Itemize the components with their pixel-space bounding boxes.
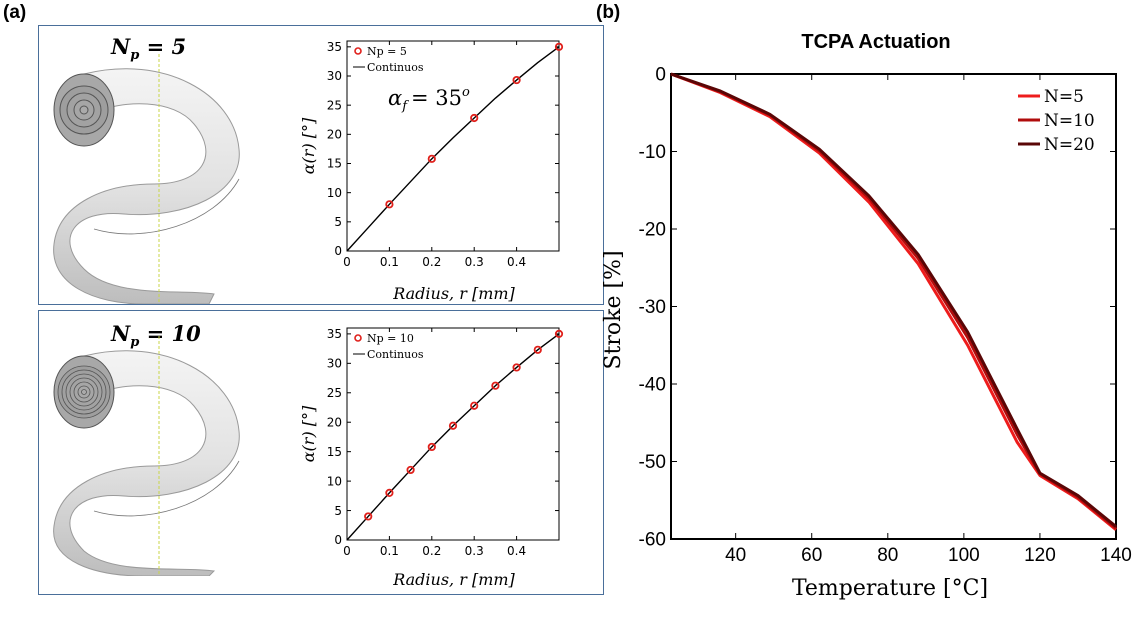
y-tick-label: 15 bbox=[327, 157, 342, 171]
chart-np10-ylabel: α(r) [°] bbox=[299, 405, 318, 462]
y-tick-label: 30 bbox=[327, 69, 342, 83]
chart-tcpa: TCPA Actuation Temperature [°C] Stroke [… bbox=[601, 31, 988, 601]
data-point-np=5 bbox=[427, 154, 436, 163]
y-tick-label: 15 bbox=[327, 445, 342, 459]
alpha_np10-axes-frame bbox=[346, 327, 560, 541]
y-tick-label: 5 bbox=[334, 215, 342, 229]
tcpa_actuation-plot: 40 60 80 100 120 140 0 -10 -20 -30 -40 -50 -60 N=5 N=1… bbox=[639, 65, 1132, 566]
y-tick-label: 10 bbox=[327, 186, 342, 200]
chart-np5: Radius, r [mm] α(r) [°] αf = 35o bbox=[299, 85, 516, 303]
legend-label-n5: N=5 bbox=[1044, 87, 1084, 107]
data-point-np=10 bbox=[406, 465, 415, 475]
chart-tcpa-xlabel: Temperature [°C] bbox=[792, 576, 988, 601]
y-tick-label: 0 bbox=[655, 65, 666, 86]
legend-label-np: Np = 5 bbox=[367, 45, 407, 58]
y-tick-label: 10 bbox=[327, 474, 342, 488]
chart-tcpa-title: TCPA Actuation bbox=[801, 31, 950, 53]
data-point-np=5 bbox=[385, 200, 394, 209]
y-tick-label: 20 bbox=[327, 415, 342, 429]
x-tick-label: 0 bbox=[343, 255, 351, 269]
data-point-np=10 bbox=[554, 329, 564, 338]
y-tick-label: 0 bbox=[334, 533, 342, 547]
x-tick-label: 40 bbox=[725, 545, 746, 566]
x-tick-label: 0.2 bbox=[422, 255, 441, 269]
helix-illustration-np5 bbox=[53, 54, 240, 304]
x-tick-label: 0.1 bbox=[380, 544, 399, 558]
y-tick-label: -10 bbox=[639, 142, 666, 163]
data-point-np=10 bbox=[427, 442, 436, 452]
data-point-np=5 bbox=[512, 75, 521, 85]
y-tick-label: -40 bbox=[639, 375, 666, 396]
legend-marker-np bbox=[354, 47, 362, 55]
alpha-f-annotation: αf = 35o bbox=[388, 85, 470, 114]
data-point-np=10 bbox=[448, 421, 458, 430]
x-tick-label: 140 bbox=[1100, 545, 1132, 566]
alpha_np5-plot: 0 0.1 0.2 0.3 0.4 0 5 10 15 20 25 30 35 Np = 5 Continu… bbox=[327, 40, 564, 269]
chart-tcpa-ylabel: Stroke [%] bbox=[601, 250, 626, 369]
x-tick-label: 0.4 bbox=[507, 255, 526, 269]
y-tick-label: 35 bbox=[327, 40, 342, 54]
y-tick-label: 30 bbox=[327, 357, 342, 371]
legend-label-n20: N=20 bbox=[1044, 135, 1095, 155]
x-tick-label: 100 bbox=[948, 545, 980, 566]
x-tick-label: 0.3 bbox=[465, 544, 484, 558]
helix-illustration-np10 bbox=[53, 336, 240, 576]
data-point-np=10 bbox=[512, 363, 521, 372]
y-tick-label: -30 bbox=[639, 297, 666, 318]
series-line-continuos bbox=[346, 46, 560, 252]
data-point-np=10 bbox=[491, 381, 500, 390]
x-tick-label: 80 bbox=[877, 545, 898, 566]
x-tick-label: 60 bbox=[801, 545, 822, 566]
y-tick-label: 20 bbox=[327, 128, 342, 142]
legend-label-np: Np = 10 bbox=[367, 332, 414, 345]
y-tick-label: 25 bbox=[327, 98, 342, 112]
subpanel-np10: Np = 10 bbox=[38, 310, 604, 595]
y-tick-label: 0 bbox=[334, 244, 342, 258]
y-tick-label: -50 bbox=[639, 452, 666, 473]
alpha_np10-plot: 0 0.1 0.2 0.3 0.4 0 5 10 15 20 25 30 35 Np = 10 Contin… bbox=[327, 327, 564, 558]
legend-label-continuos: Continuos bbox=[367, 61, 424, 74]
chart-np10-xlabel: Radius, r [mm] bbox=[392, 570, 515, 589]
data-point-np=10 bbox=[364, 512, 373, 521]
x-tick-label: 0.4 bbox=[507, 544, 526, 558]
legend-label-n10: N=10 bbox=[1044, 111, 1095, 131]
np10-title: Np = 10 bbox=[111, 321, 201, 351]
data-point-np=5 bbox=[554, 42, 564, 51]
panel-label-a: (a) bbox=[3, 2, 27, 23]
chart-np5-ylabel: α(r) [°] bbox=[299, 117, 318, 174]
chart-np10: Radius, r [mm] α(r) [°] bbox=[299, 405, 516, 589]
x-tick-label: 0 bbox=[343, 544, 351, 558]
x-tick-label: 0.3 bbox=[465, 255, 484, 269]
y-tick-label: -60 bbox=[639, 530, 666, 551]
x-tick-label: 0.2 bbox=[422, 544, 441, 558]
y-tick-label: 25 bbox=[327, 386, 342, 400]
y-tick-label: 35 bbox=[327, 327, 342, 341]
series-line-n20 bbox=[670, 72, 1117, 528]
np5-title: Np = 5 bbox=[111, 34, 187, 64]
data-point-np=10 bbox=[470, 401, 479, 410]
subpanel-np5: Np = 5 bbox=[38, 25, 604, 305]
x-tick-label: 0.1 bbox=[380, 255, 399, 269]
data-point-np=5 bbox=[470, 113, 479, 123]
panel-label-b: (b) bbox=[596, 2, 621, 23]
chart-np5-xlabel: Radius, r [mm] bbox=[392, 284, 515, 303]
y-tick-label: -20 bbox=[639, 220, 666, 241]
legend-label-continuos: Continuos bbox=[367, 348, 424, 361]
legend-marker-np bbox=[354, 334, 362, 342]
series-line-continuos bbox=[346, 333, 560, 541]
alpha_np5-axes-frame bbox=[346, 40, 560, 252]
x-tick-label: 120 bbox=[1024, 545, 1056, 566]
data-point-np=10 bbox=[385, 488, 394, 497]
y-tick-label: 5 bbox=[334, 504, 342, 518]
data-point-np=10 bbox=[533, 345, 542, 354]
